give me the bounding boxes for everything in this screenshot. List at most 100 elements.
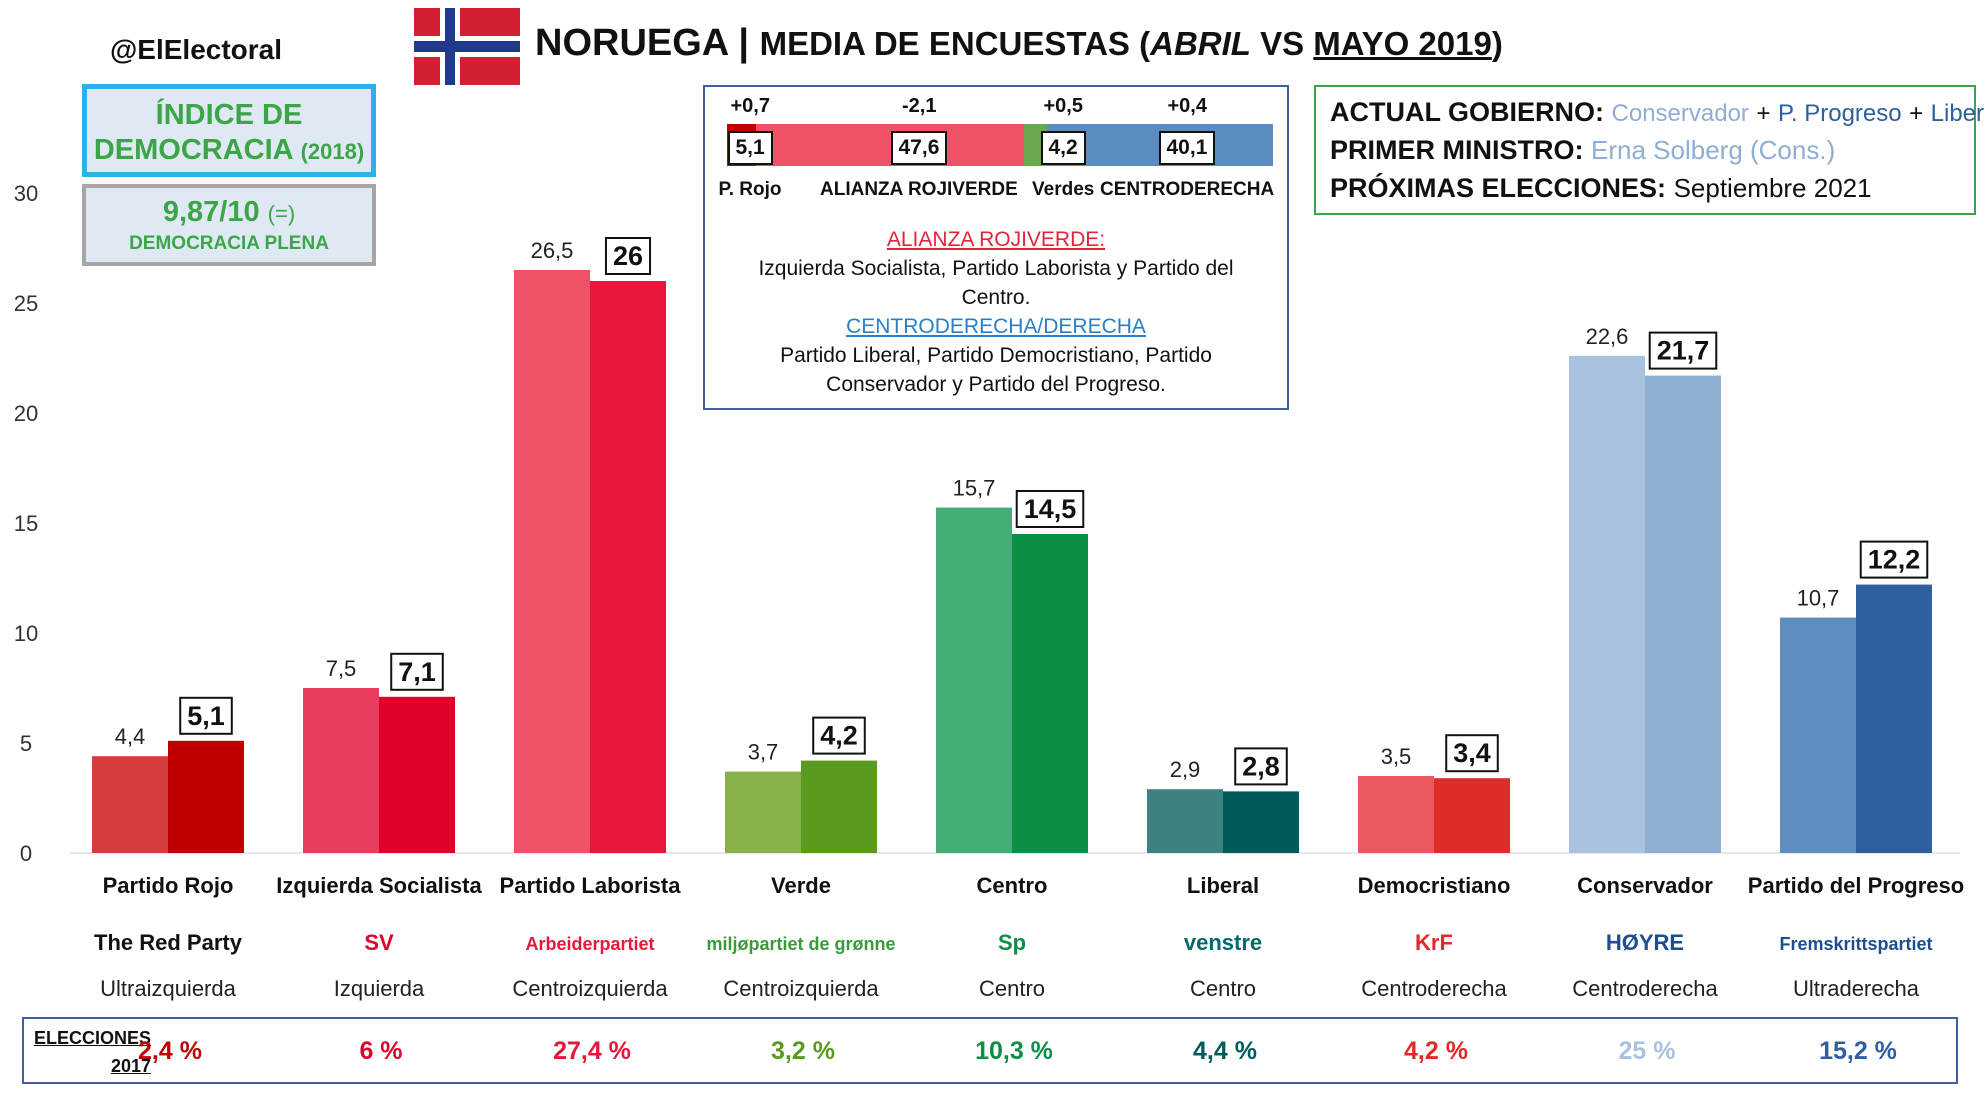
bar-april xyxy=(92,756,168,853)
category-label: Izquierda Socialista xyxy=(276,873,482,898)
data-label-may: 26 xyxy=(613,241,643,271)
alliance-value: 40,1 xyxy=(1158,131,1216,165)
alliance-value: 4,2 xyxy=(1040,131,1086,165)
data-label-may: 7,1 xyxy=(398,657,436,687)
democracy-year: (2018) xyxy=(300,139,365,164)
democracy-line2: DEMOCRACIA xyxy=(93,134,293,166)
title-main: NORUEGA | xyxy=(535,22,760,64)
gov-party3: Liberal xyxy=(1930,100,1984,127)
category-label: Partido Laborista xyxy=(500,873,682,898)
title-close: ) xyxy=(1491,25,1503,62)
gov-plus1: + xyxy=(1756,100,1771,127)
party-logo-icon: Arbeiderpartiet xyxy=(525,934,654,954)
ideology-label: Ultraizquierda xyxy=(100,976,236,1001)
y-tick-label: 20 xyxy=(14,401,38,426)
party-logo-icon: The Red Party xyxy=(94,930,243,955)
next-election-value: Septiembre 2021 xyxy=(1673,173,1872,203)
bar-april xyxy=(936,507,1012,853)
data-label-may-box xyxy=(1015,490,1085,528)
bar-april xyxy=(303,688,379,853)
bar-may xyxy=(1012,534,1088,853)
y-tick-label: 30 xyxy=(14,181,38,206)
data-label-april: 26,5 xyxy=(531,238,574,263)
data-label-may: 21,7 xyxy=(1657,336,1710,366)
right-line2: Conservador y Partido del Progreso. xyxy=(826,373,1166,396)
data-label-april: 2,9 xyxy=(1170,757,1201,782)
data-label-may-box xyxy=(604,237,652,275)
gov-plus2: + xyxy=(1909,100,1924,127)
pm-label: PRIMER MINISTRO: xyxy=(1330,135,1584,165)
title-month-b: MAYO 2019 xyxy=(1313,25,1492,62)
elections-2017-row: ELECCIONES 2017 2,4 % 6 % 27,4 % 3,2 % 10,3 … xyxy=(22,1017,1958,1084)
election-result: 15,2 % xyxy=(1819,1037,1897,1065)
ideology-label: Ultraderecha xyxy=(1793,976,1920,1001)
bar-may xyxy=(379,696,455,853)
bar-april xyxy=(1780,617,1856,853)
data-label-april: 3,7 xyxy=(748,740,779,765)
bar-april xyxy=(1147,789,1223,853)
bar-april xyxy=(1569,355,1645,853)
category-label: Conservador xyxy=(1577,873,1713,898)
bar-may xyxy=(801,760,877,853)
page-title: NORUEGA | MEDIA DE ENCUESTAS (ABRIL VS M… xyxy=(535,22,1503,65)
bar-april xyxy=(1358,776,1434,853)
ideology-label: Centroderecha xyxy=(1572,976,1718,1001)
ideology-label: Centro xyxy=(979,976,1045,1001)
democracy-category: DEMOCRACIA PLENA xyxy=(129,233,329,254)
y-tick-label: 0 xyxy=(20,841,32,866)
election-result: 25 % xyxy=(1618,1037,1676,1065)
alliance-box: +0,7 5,1 P. Rojo -2,1 47,6 ALIANZA ROJIVERDE +… xyxy=(703,85,1289,410)
data-label-may: 4,2 xyxy=(820,721,858,751)
data-label-april: 10,7 xyxy=(1797,586,1840,611)
y-tick-label: 25 xyxy=(14,291,38,316)
y-tick-label: 5 xyxy=(20,731,32,756)
party-logo-icon: venstre xyxy=(1184,930,1262,955)
democracy-score: 9,87/10 xyxy=(162,196,260,228)
data-label-may-box xyxy=(1648,331,1718,370)
bar-may xyxy=(590,281,666,853)
category-label: Partido del Progreso xyxy=(1748,873,1964,898)
data-label-april: 22,6 xyxy=(1586,324,1629,349)
ideology-label: Centro xyxy=(1190,976,1256,1001)
bar-may xyxy=(1434,778,1510,853)
category-label: Verde xyxy=(771,873,831,898)
election-result: 4,4 % xyxy=(1193,1037,1257,1065)
y-tick-label: 10 xyxy=(14,621,38,646)
data-label-may: 3,4 xyxy=(1453,738,1491,768)
gov-party1: Conservador xyxy=(1611,100,1749,127)
data-label-may-box xyxy=(390,652,444,691)
election-result: 10,3 % xyxy=(975,1037,1053,1065)
elections-label-line2: 2017 xyxy=(110,1056,152,1076)
alliance-name: Verdes xyxy=(1032,179,1095,200)
title-vs: VS xyxy=(1250,25,1314,62)
party-logo-icon: SV xyxy=(364,930,394,955)
democracy-score-change: (=) xyxy=(267,201,296,226)
bar-may xyxy=(168,740,244,853)
right-title: CENTRODERECHA/DERECHA xyxy=(846,315,1146,338)
category-label: Centro xyxy=(977,873,1048,898)
title-sub-prefix: MEDIA DE ENCUESTAS ( xyxy=(759,25,1151,62)
alliance-delta: +0,5 xyxy=(1043,95,1083,117)
data-label-may-box xyxy=(1234,747,1288,786)
ideology-label: Centroizquierda xyxy=(723,976,879,1001)
pm-value: Erna Solberg (Cons.) xyxy=(1591,135,1836,165)
alliance-bar-segment xyxy=(755,124,1024,166)
bar-may xyxy=(1645,375,1721,853)
data-label-may: 2,8 xyxy=(1242,751,1280,781)
alliance-name: ALIANZA ROJIVERDE xyxy=(820,179,1018,200)
data-label-may: 14,5 xyxy=(1024,494,1077,524)
bar-april xyxy=(725,771,801,853)
alliance-delta: +0,4 xyxy=(1167,95,1207,117)
bar-may xyxy=(1223,791,1299,853)
y-tick-label: 15 xyxy=(14,511,38,536)
data-label-may-box xyxy=(812,716,866,755)
elections-label: ELECCIONES 2017 xyxy=(34,1024,151,1080)
category-label: Democristiano xyxy=(1358,873,1511,898)
redgreen-line2: Centro. xyxy=(961,286,1031,309)
data-label-may: 12,2 xyxy=(1868,545,1921,575)
alliance-delta: +0,7 xyxy=(730,95,770,117)
title-month-a: ABRIL xyxy=(1150,25,1251,62)
data-label-may-box xyxy=(179,696,233,735)
election-result: 6 % xyxy=(359,1037,403,1065)
data-label-april: 4,4 xyxy=(115,724,146,749)
